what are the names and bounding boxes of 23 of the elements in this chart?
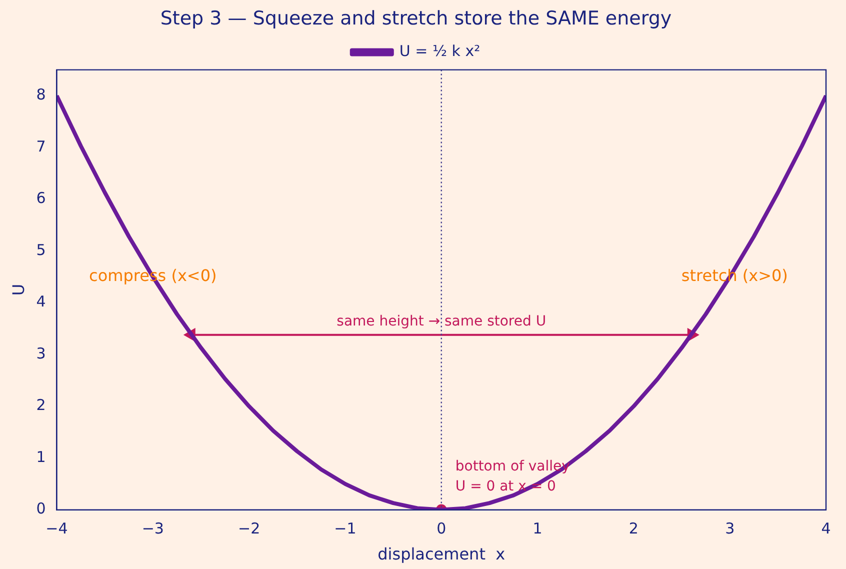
y-tick-label: 0 [36,500,46,518]
y-tick-label: 2 [36,396,46,414]
x-tick-label: −1 [334,520,356,538]
x-tick-label: 2 [628,520,638,538]
y-tick-label: 7 [36,137,46,156]
y-tick-label: 5 [36,240,46,259]
x-tick-label: 4 [821,520,831,538]
x-tick-label: 3 [725,520,735,538]
chart-title: Step 3 — Squeeze and stretch store the SAME energy [160,7,672,30]
y-tick-label: 3 [36,344,46,362]
y-tick-label: 6 [36,189,46,208]
x-tick-label: 1 [532,520,542,538]
x-tick-label: −4 [46,520,68,538]
annotation: same height → same stored U [336,313,546,330]
y-tick-label: 8 [36,86,46,104]
y-tick-label: 4 [36,292,46,311]
x-tick-label: −3 [142,520,164,538]
y-tick-label: 1 [36,448,46,466]
x-tick-label: −2 [238,520,260,538]
x-tick-label: 0 [436,520,446,538]
legend-label: U = ½ k x² [399,42,480,60]
y-axis-title: U [8,284,28,296]
x-axis-title: displacement x [378,544,506,564]
